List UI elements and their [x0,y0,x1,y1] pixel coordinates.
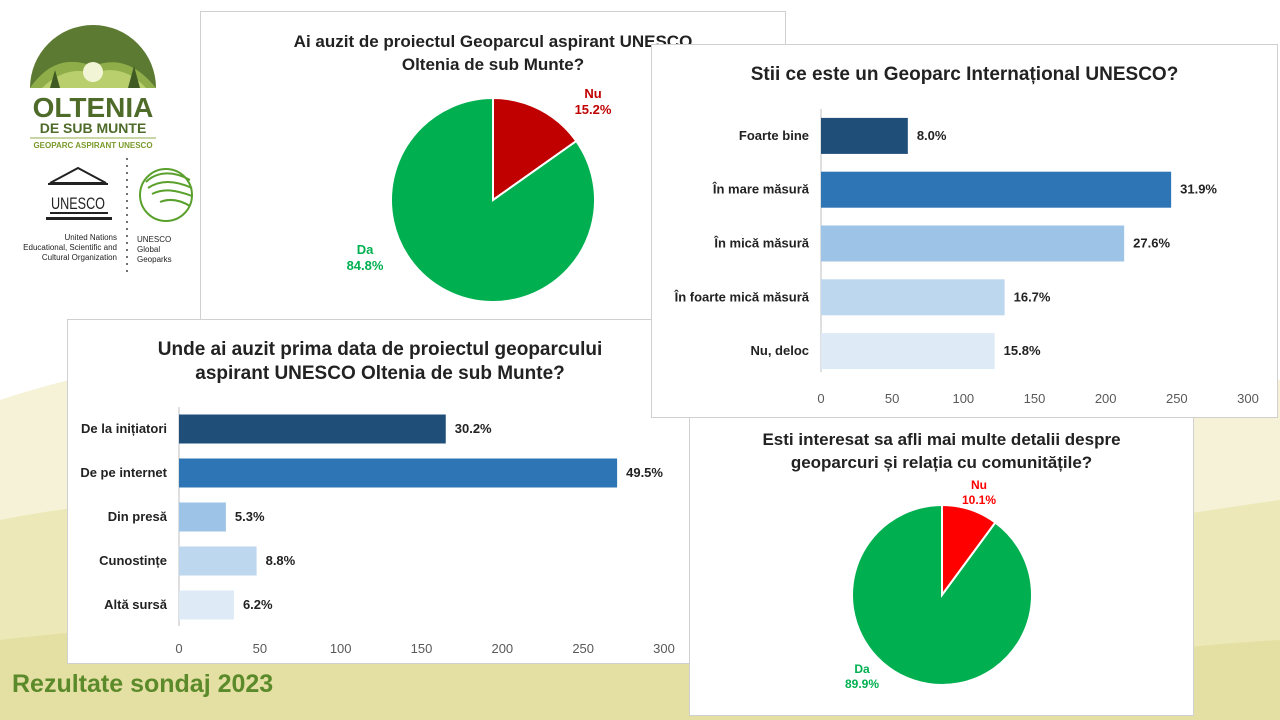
chart1-slice-0 [492,96,578,202]
chart1-slice-name-0: Nu [584,86,601,101]
chart2-tick-label-2: 100 [952,391,974,406]
chart3-panel: Unde ai auzit prima data de proiectul ge… [67,319,693,664]
unesco-temple-icon [46,166,112,220]
chart3-plot: De la inițiatori 30.2% De pe internet 49.5%… [80,407,675,656]
chart2-panel: Stii ce este un Geoparc Internațional UN… [651,44,1278,418]
chart3-category-label-2: Din presă [108,509,168,524]
chart1-title-line2: Oltenia de sub Munte? [401,55,585,74]
chart2-data-label-3: 16.7% [1014,289,1051,304]
chart2-bar-1 [821,171,1172,208]
chart3-category-label-4: Altă sursă [104,597,168,612]
chart2-bar-4 [821,333,995,370]
chart2-title-line1: Stii ce este un Geoparc Internațional UN… [750,64,1179,85]
geoparks-line2: Global [137,245,160,254]
chart3-bar-1 [179,458,618,488]
chart2-tick-label-4: 200 [1095,391,1117,406]
chart3-data-label-0: 30.2% [455,421,492,436]
chart2-tick-label-6: 300 [1237,391,1259,406]
logo-area: OLTENIA DE SUB MUNTE GEOPARC ASPIRANT UN… [0,0,200,290]
chart2-tick-label-3: 150 [1024,391,1046,406]
footer-text: Rezultate sondaj 2023 [12,670,274,698]
chart2-data-label-0: 8.0% [917,128,947,143]
chart3-title: Unde ai auzit prima data de proiectul ge… [68,338,692,386]
unesco-wordmark: UNESCO [51,194,105,213]
chart2-bar-0 [821,117,908,154]
chart3-bar-2 [179,502,226,532]
chart4-panel: Esti interesat sa afli mai multe detalii… [689,414,1194,716]
chart3-tick-label-2: 100 [330,641,352,656]
chart2-bar-3 [821,279,1005,316]
chart3-data-label-4: 6.2% [243,597,273,612]
chart2-tick-label-1: 50 [885,391,899,406]
chart2-category-label-2: În mică măsură [713,236,809,251]
chart2-data-label-1: 31.9% [1180,182,1217,197]
chart3-bar-0 [179,414,446,444]
chart1-title-line1: Ai auzit de proiectul Geoparcul aspirant… [293,32,693,51]
chart3-bar-4 [179,590,234,620]
chart2-category-label-0: Foarte bine [739,128,809,143]
unesco-org-line1: United Nations [65,233,117,242]
chart2-data-label-2: 27.6% [1133,236,1170,251]
chart4-slice-pct-0: 10.1% [962,493,996,507]
chart1-slice-1 [390,96,596,303]
chart1-slice-pct-0: 15.2% [575,102,612,117]
chart2-category-label-3: În foarte mică măsură [674,289,810,304]
logo-tagline: GEOPARC ASPIRANT UNESCO [33,141,152,150]
chart3-tick-label-1: 50 [253,641,267,656]
geopark-logo: OLTENIA DE SUB MUNTE GEOPARC ASPIRANT UN… [23,25,193,272]
chart2-tick-label-5: 250 [1166,391,1188,406]
chart3-data-label-3: 8.8% [266,553,296,568]
chart2-category-label-1: În mare măsură [712,182,810,197]
chart4-title-line2: geoparcuri și relația cu comunitățile? [790,453,1093,472]
chart1-slice-pct-1: 84.8% [347,258,384,273]
chart3-tick-label-6: 300 [653,641,675,656]
chart3-title-line2: aspirant UNESCO Oltenia de sub Munte? [195,363,565,384]
chart3-tick-label-0: 0 [175,641,182,656]
chart2-title: Stii ce este un Geoparc Internațional UN… [652,63,1277,87]
chart2-category-label-4: Nu, deloc [750,343,809,358]
chart4-slice-pct-1: 89.9% [845,677,879,691]
logo-name-line1: OLTENIA [33,92,154,123]
chart1-title: Ai auzit de proiectul Geoparcul aspirant… [201,30,785,76]
chart2-tick-label-0: 0 [817,391,824,406]
chart4-slice-name-1: Da [854,662,870,676]
chart3-tick-label-4: 200 [491,641,513,656]
unesco-org-line2: Educational, Scientific and [23,243,117,252]
chart3-data-label-1: 49.5% [626,465,663,480]
chart2-plot: Foarte bine 8.0% În mare măsură 31.9% În mic… [674,109,1259,406]
chart3-tick-label-3: 150 [411,641,433,656]
global-geoparks-icon [139,168,193,222]
chart4-title-line1: Esti interesat sa afli mai multe detalii… [762,430,1121,449]
chart3-title-line1: Unde ai auzit prima data de proiectul ge… [157,339,603,360]
chart2-bar-2 [821,225,1125,262]
geoparks-line3: Geoparks [137,255,172,264]
chart1-slice-name-1: Da [357,242,374,257]
chart3-category-label-1: De pe internet [80,465,167,480]
geoparks-line1: UNESCO [137,235,171,244]
chart2-data-label-4: 15.8% [1004,343,1041,358]
chart3-category-label-3: Cunostințe [99,553,167,568]
chart4-slice-name-0: Nu [971,478,987,492]
chart4-title: Esti interesat sa afli mai multe detalii… [690,428,1193,474]
logo-name-line2: DE SUB MUNTE [40,120,147,136]
chart3-category-label-0: De la inițiatori [81,421,167,436]
unesco-org-line3: Cultural Organization [42,253,117,262]
chart3-data-label-2: 5.3% [235,509,265,524]
chart4-slice-1 [851,503,1033,686]
chart3-bar-3 [179,546,257,576]
chart3-tick-label-5: 250 [572,641,594,656]
